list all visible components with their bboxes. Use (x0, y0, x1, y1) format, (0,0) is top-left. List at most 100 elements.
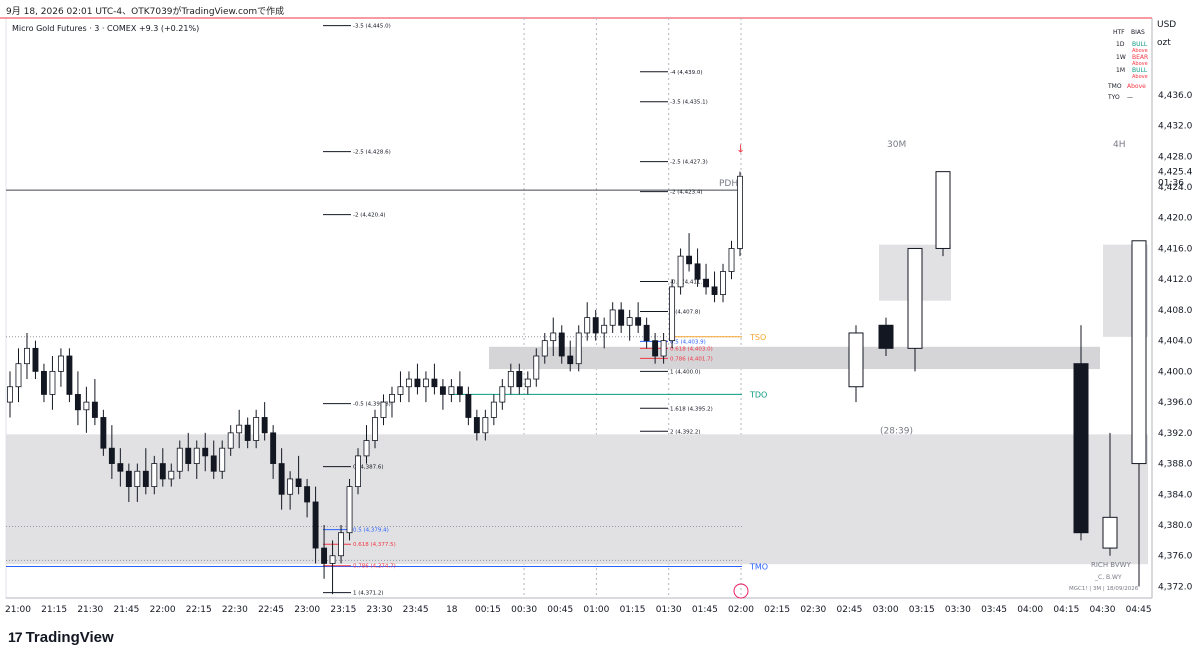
fib-label: 0.618 (4,403.0) (670, 346, 713, 352)
tso-label: TSO (749, 333, 766, 342)
fib-label: 0.786 (4,401.7) (670, 356, 713, 362)
time-tick-label: 03:00 (873, 605, 899, 615)
candle-body (49, 370, 56, 395)
candle-body (380, 401, 387, 418)
candle-body (397, 386, 404, 395)
candle-body (694, 263, 701, 280)
htf-30m-body (907, 247, 923, 349)
time-tick-label: 23:15 (330, 605, 356, 615)
fib-label: -2 (4,423.4) (670, 190, 703, 196)
candle-body (372, 417, 378, 441)
candle-body (728, 248, 735, 272)
time-tick-label: 23:30 (367, 605, 393, 615)
bias-row-value: BULL (1132, 41, 1148, 48)
candle-body (431, 378, 438, 388)
price-tick-label: 4,424.0 (1158, 183, 1193, 193)
fib-label: 1 (4,400.0) (670, 369, 701, 375)
time-tick-label: 23:00 (294, 605, 320, 615)
time-tick-label: 04:00 (1017, 605, 1043, 615)
candle-body (83, 401, 90, 411)
price-tick-label: 4,420.0 (1158, 214, 1193, 224)
candle-body (210, 455, 217, 472)
signature-line3: MGC1! | 3M | 18/09/2026 (1069, 586, 1139, 592)
candle-body (66, 355, 73, 395)
chart-header: 9月 18, 2026 02:01 UTC-4、OTK7039がTradingV… (0, 0, 1200, 18)
candle-body (584, 317, 591, 334)
panel-4h-title: 4H (1113, 140, 1126, 150)
candle-body (686, 255, 693, 265)
fib-label: -0.5 (4,411.7) (670, 279, 708, 285)
candle-body (567, 355, 574, 365)
price-tick-label: 4,372.0 (1158, 582, 1193, 592)
htf-4h-body (1073, 363, 1089, 534)
candle-body (227, 432, 234, 449)
candle-body (91, 401, 98, 418)
time-tick-label: 04:15 (1053, 605, 1079, 615)
candle-body (635, 317, 642, 326)
level-row-value: Above (1127, 83, 1146, 90)
price-tick-label: 4,388.0 (1158, 460, 1193, 470)
candle-body (151, 463, 158, 488)
candle-body (108, 447, 115, 464)
candle-body (711, 286, 718, 295)
fvg-zone (489, 346, 1100, 370)
fib-label: 1 (4,371.2) (353, 591, 384, 597)
time-tick-label: 04:45 (1126, 605, 1152, 615)
footer-bar: 17 TradingView (0, 620, 1200, 657)
panel-30m-title: 30M (887, 140, 906, 150)
fib-label: 0.5 (4,379.4) (353, 528, 389, 534)
timestamp-text: 9月 18, 2026 02:01 UTC-4、OTK7039がTradingV… (6, 7, 285, 17)
fib-label: 0.5 (4,403.9) (670, 339, 706, 345)
fib-label: 0.786 (4,374.7) (353, 564, 396, 570)
time-tick-label: 02:30 (800, 605, 826, 615)
signature-line1: RICH BVWY (1091, 561, 1132, 569)
fib-label: -3.5 (4,435.1) (670, 100, 708, 106)
fib-label: 1.618 (4,395.2) (670, 406, 713, 412)
brand-name: TradingView (25, 629, 114, 646)
candle-body (703, 278, 709, 288)
candle-body (202, 447, 209, 457)
candle-body (7, 386, 13, 403)
time-tick-label: 03:30 (945, 605, 971, 615)
candle-body (737, 175, 743, 249)
candle-body (456, 386, 463, 395)
time-tick-label: 03:45 (981, 605, 1007, 615)
candle-body (100, 417, 107, 449)
candle-body (57, 355, 64, 372)
candle-body (287, 478, 294, 495)
candle-body (643, 324, 650, 342)
unit-button[interactable]: ozt (1157, 38, 1187, 54)
candle-body (142, 470, 149, 488)
time-tick-label: 22:00 (150, 605, 176, 615)
candle-body (618, 309, 625, 326)
bias-row-above: Above (1132, 74, 1148, 80)
candle-body (74, 394, 81, 411)
candle-body (321, 547, 328, 564)
alert-icon (733, 583, 749, 599)
candle-body (652, 340, 659, 357)
time-tick-label: 01:00 (583, 605, 609, 615)
time-tick-label: 04:30 (1090, 605, 1116, 615)
candle-body (524, 378, 531, 388)
candle-body (677, 255, 684, 288)
htf-30m-body (935, 171, 951, 249)
candle-body (176, 447, 183, 472)
candle-body (422, 378, 429, 388)
tmo-label: TMO (749, 563, 768, 572)
candle-body (32, 347, 39, 372)
bias-row-tf: 1M (1116, 67, 1125, 74)
time-tick-label: 02:45 (836, 605, 862, 615)
currency-button[interactable]: USD (1157, 20, 1187, 36)
candle-body (592, 317, 599, 334)
candle-body (236, 424, 243, 434)
tradingview-logo[interactable]: 17 TradingView (8, 629, 114, 646)
price-tick-label: 4,376.0 (1158, 552, 1193, 562)
candle-body (278, 463, 285, 495)
candle-body (507, 370, 514, 388)
candle-body (660, 340, 667, 357)
candle-body (490, 401, 497, 418)
fib-label: 0.618 (4,377.5) (353, 542, 396, 548)
price-tick-label: 4,408.0 (1158, 306, 1193, 316)
price-tick-label: 4,416.0 (1158, 244, 1193, 254)
